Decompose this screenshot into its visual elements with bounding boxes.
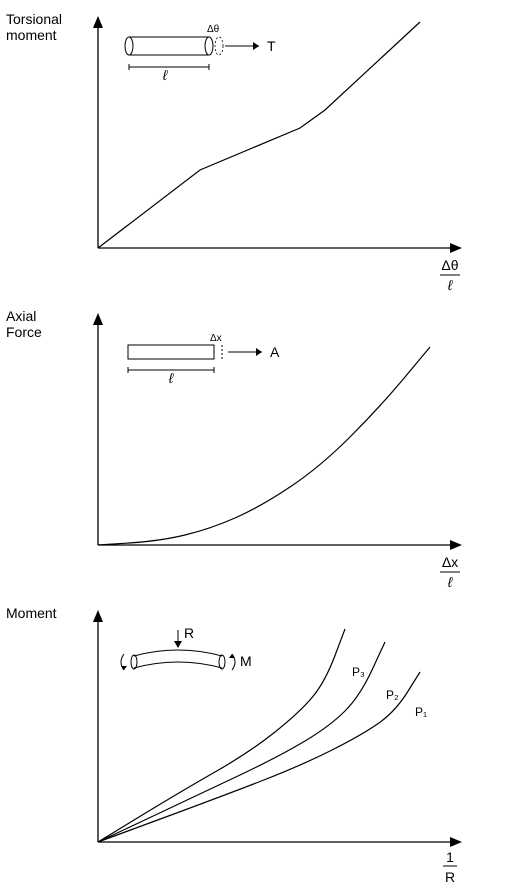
axial-curve (98, 347, 430, 545)
moment-curve-p3 (98, 629, 345, 842)
y-axis-label-axial-2: Force (6, 324, 42, 340)
length-label-1: ℓ (162, 67, 168, 83)
moment-chart: Moment 1 R P₃ P₂ P₁ M R (0, 594, 506, 892)
torsional-curve (98, 22, 420, 248)
moment-curve-p2 (98, 642, 385, 842)
y-axis-label-moment: Moment (6, 605, 57, 621)
y-axis-label-torsional-2: moment (6, 27, 57, 43)
axial-diagram: Δx A ℓ (128, 333, 280, 386)
moment-svg: Moment 1 R P₃ P₂ P₁ M R (0, 594, 506, 892)
svg-text:Δx: Δx (442, 554, 458, 570)
torsion-diagram: Δθ T ℓ (125, 24, 276, 83)
t-arrow-label: T (267, 38, 276, 54)
bending-diagram: M R (121, 625, 252, 670)
length-label-2: ℓ (168, 370, 174, 386)
p3-label: P₃ (352, 665, 365, 679)
m-arrow-label: M (240, 653, 252, 669)
torsional-svg: Torsional moment Δθ ℓ Δθ T (0, 0, 506, 297)
svg-text:ℓ: ℓ (447, 574, 453, 590)
svg-text:1: 1 (446, 849, 454, 865)
r-arrow-label: R (184, 625, 194, 641)
torsional-chart: Torsional moment Δθ ℓ Δθ T (0, 0, 506, 297)
svg-text:ℓ: ℓ (447, 277, 453, 293)
axial-svg: Axial Force Δx ℓ Δx A ℓ (0, 297, 506, 594)
y-axis-label-torsional-1: Torsional (6, 11, 62, 27)
x-axis-label-torsional: Δθ ℓ (440, 257, 460, 293)
x-axis-label-moment: 1 R (443, 849, 457, 885)
x-axis-label-axial: Δx ℓ (440, 554, 460, 590)
y-axis-label-axial-1: Axial (6, 308, 36, 324)
svg-text:R: R (445, 869, 455, 885)
delta-theta-label: Δθ (207, 24, 220, 35)
svg-text:Δθ: Δθ (441, 257, 458, 273)
p1-label: P₁ (415, 705, 427, 719)
axial-chart: Axial Force Δx ℓ Δx A ℓ (0, 297, 506, 594)
moment-curve-p1 (98, 672, 420, 842)
a-arrow-label: A (270, 344, 280, 360)
p2-label: P₂ (386, 688, 399, 702)
delta-x-label: Δx (210, 333, 222, 344)
